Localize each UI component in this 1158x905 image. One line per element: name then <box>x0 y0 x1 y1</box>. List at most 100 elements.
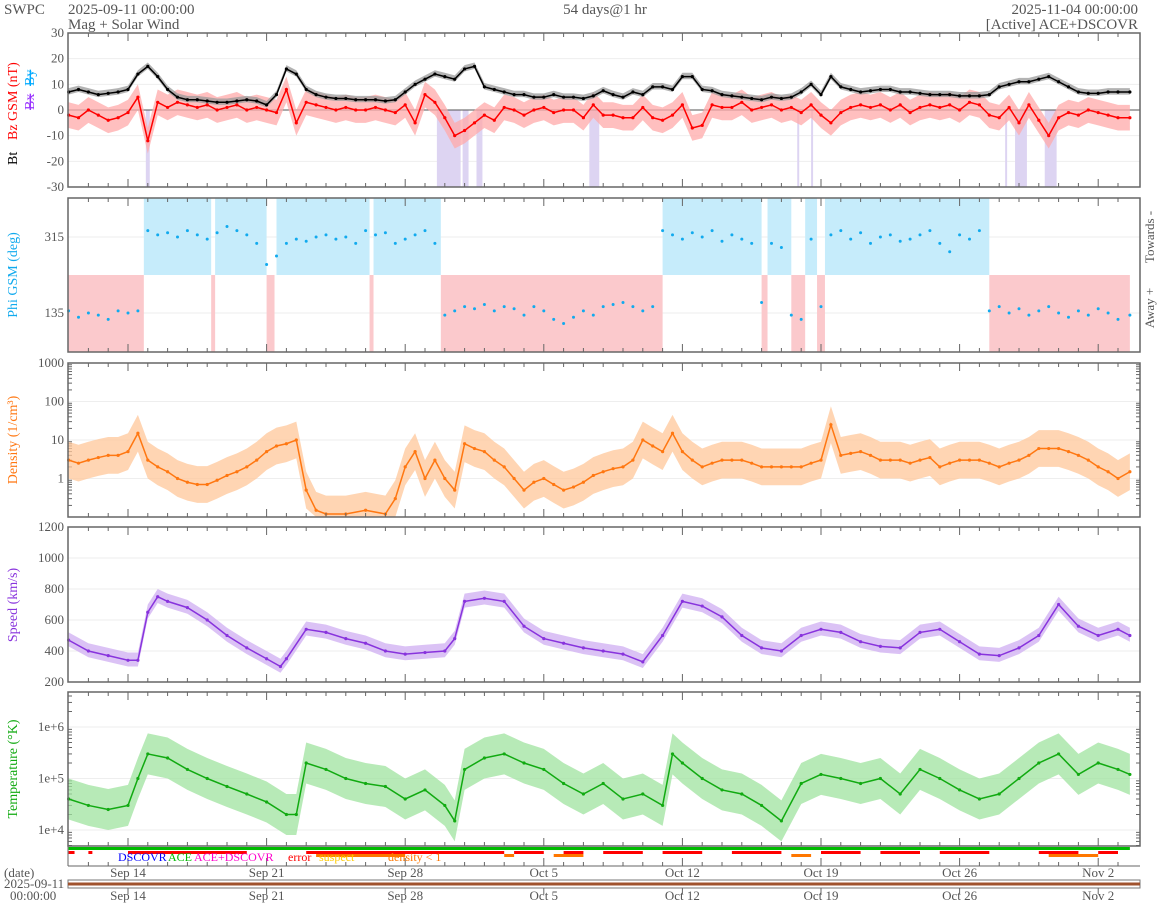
bt-point <box>1027 80 1031 84</box>
phi-point <box>443 313 447 317</box>
bz-point <box>918 105 922 110</box>
bt-point <box>888 87 892 92</box>
phi-point <box>275 254 278 258</box>
temperature-point <box>423 788 427 792</box>
phi-sector-away <box>761 275 768 352</box>
density-point <box>463 442 467 446</box>
speed-point <box>364 641 368 645</box>
phi-point <box>888 233 892 237</box>
bt-point <box>364 98 368 102</box>
density-point <box>1037 446 1041 451</box>
error-flag <box>821 851 861 854</box>
density-point <box>1017 458 1021 462</box>
bt-point <box>948 92 952 97</box>
bz-point <box>472 121 477 125</box>
temperature-point <box>641 792 645 796</box>
bt-point <box>304 87 308 92</box>
bt-point <box>819 92 823 97</box>
speed-point <box>898 646 902 650</box>
density-point <box>1047 446 1051 451</box>
bt-point <box>433 72 437 76</box>
ace-source-bar <box>68 847 1130 850</box>
bt-point <box>195 98 199 102</box>
bz-point <box>1128 116 1132 120</box>
phi-point <box>413 233 417 237</box>
bt-label: Bt <box>6 152 21 165</box>
density-point <box>166 470 170 474</box>
temperature-point <box>1116 767 1120 772</box>
speed-point <box>562 641 566 645</box>
error-flag <box>128 851 247 854</box>
phi-point <box>354 241 358 245</box>
phi-point <box>106 317 110 321</box>
speed-point <box>661 633 665 638</box>
date-tick-label: Nov 2 <box>1082 865 1114 880</box>
y-tick-label: 10 <box>51 76 64 91</box>
bt-point <box>552 92 556 97</box>
bz-point <box>522 113 526 117</box>
temperature-point <box>86 803 90 808</box>
temperature-point <box>383 784 387 789</box>
panel-frame <box>67 691 1141 847</box>
bz-point <box>156 100 160 104</box>
org-label: SWPC <box>4 2 45 18</box>
bz-point <box>284 87 288 92</box>
bz-point <box>710 103 714 107</box>
bt-point <box>839 85 843 89</box>
density-ylabel: Density (1/cm³) <box>6 395 21 484</box>
date-tick-label: Oct 19 <box>803 888 838 903</box>
density-point <box>591 473 595 478</box>
phi-point <box>997 305 1001 309</box>
y-tick-label: 1000 <box>38 355 64 370</box>
y-tick-label: 30 <box>51 25 64 40</box>
bz-point <box>740 100 744 104</box>
speed-point <box>997 654 1001 658</box>
speed-point <box>304 627 308 631</box>
mag-ylabel: Bt Bz GSM (nT) Bx By <box>6 62 38 165</box>
speed-range <box>68 589 1130 673</box>
bt-point <box>987 92 991 97</box>
legend-suspect: suspect <box>319 850 355 864</box>
temperature-point <box>1017 776 1021 781</box>
bt-point <box>730 94 734 98</box>
density-point <box>403 465 407 469</box>
bz-point <box>512 108 516 112</box>
speed-point <box>278 664 283 669</box>
speed-point <box>977 652 982 656</box>
date-tick-label: Oct 12 <box>665 865 700 880</box>
density-point <box>185 480 189 484</box>
bt-point <box>779 96 784 101</box>
error-flag <box>306 851 505 854</box>
bz-point <box>383 108 387 112</box>
product-title: Mag + Solar Wind <box>68 17 180 33</box>
speed-point <box>581 646 586 650</box>
bz-point <box>829 121 833 125</box>
bt-point <box>641 92 645 97</box>
bt-point <box>631 90 635 94</box>
error-flag <box>88 851 93 854</box>
temperature-point <box>294 812 298 817</box>
bz-point <box>859 103 863 107</box>
y-tick-label: 1e+5 <box>38 771 64 786</box>
density-point <box>1057 446 1061 451</box>
phi-point <box>77 315 80 319</box>
temperature-point <box>819 772 823 777</box>
y-tick-label: 1e+6 <box>38 719 65 734</box>
phi-point <box>641 309 645 313</box>
bt-point <box>1037 77 1041 81</box>
temperature-point <box>700 776 704 781</box>
density-point <box>522 488 526 492</box>
density-point <box>680 449 685 454</box>
bz-point <box>453 134 457 138</box>
density-point <box>740 458 744 462</box>
phi-point <box>671 233 674 237</box>
phi-point <box>195 233 199 237</box>
bz-point <box>868 105 873 110</box>
phi-point <box>324 233 328 237</box>
error-flag <box>939 851 990 854</box>
phi-sector-away <box>68 275 144 352</box>
bz-point <box>1017 121 1021 125</box>
density-point <box>532 480 536 484</box>
bt-point <box>96 92 100 97</box>
away-label: Away + <box>1142 288 1157 328</box>
